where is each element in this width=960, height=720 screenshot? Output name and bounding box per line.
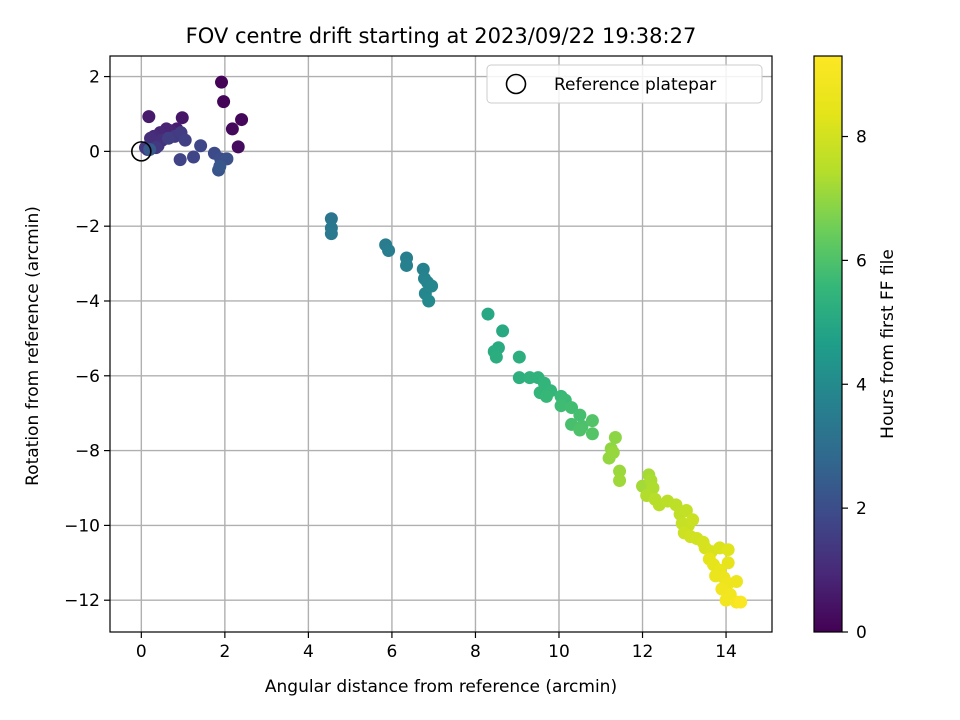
data-point (225, 122, 239, 136)
data-point (481, 307, 495, 321)
data-point (512, 350, 526, 364)
data-points (131, 75, 748, 609)
data-point (178, 133, 192, 147)
data-point (231, 140, 245, 154)
plot-frame (109, 55, 773, 633)
data-point (585, 414, 599, 428)
y-tick-label: 2 (89, 68, 100, 88)
x-axis-label: Angular distance from reference (arcmin) (265, 677, 617, 697)
data-point (496, 324, 510, 338)
data-point (585, 427, 599, 441)
data-point (719, 593, 733, 607)
data-point (422, 294, 436, 308)
x-tick-label: 4 (303, 642, 314, 662)
data-point (175, 111, 189, 125)
data-point (187, 150, 201, 164)
x-tick-label: 0 (136, 642, 147, 662)
reference-point-marker (131, 141, 152, 162)
data-point (573, 423, 587, 437)
data-point (608, 431, 622, 445)
y-tick-label: −2 (75, 217, 100, 237)
legend-box (486, 64, 763, 104)
y-tick-label: −8 (75, 442, 100, 462)
x-tick-label: 14 (715, 642, 737, 662)
colorbar-tick-label: 8 (856, 128, 867, 148)
colorbar: 0 2 4 6 8 Hours from first FF file (813, 55, 898, 643)
colorbar-tick-label: 0 (856, 623, 867, 643)
y-tick-label: 0 (89, 142, 100, 162)
legend-label-reference-platepar: Reference platepar (554, 75, 716, 95)
y-tick-label: −6 (75, 367, 100, 387)
legend-marker-reference-icon (505, 73, 527, 95)
data-point (573, 408, 587, 422)
colorbar-label: Hours from first FF file (878, 249, 898, 439)
data-point (613, 464, 627, 478)
colorbar-tick-label: 6 (856, 251, 867, 271)
data-point (324, 212, 338, 226)
data-point (512, 371, 526, 385)
data-point (606, 445, 620, 459)
data-point (235, 113, 249, 127)
data-point (161, 131, 175, 145)
grid-lines (110, 56, 772, 632)
data-point (213, 159, 227, 173)
legend: Reference platepar (486, 64, 763, 104)
data-point (217, 95, 231, 109)
data-point (721, 543, 735, 557)
data-point (734, 595, 748, 609)
y-tick-label: −4 (75, 292, 100, 312)
y-axis-label: Rotation from reference (arcmin) (23, 206, 43, 486)
data-point (143, 143, 157, 157)
data-point (173, 153, 187, 167)
y-tick-label: −10 (64, 516, 100, 536)
x-tick-label: 8 (470, 642, 481, 662)
data-point (565, 401, 579, 415)
x-tick-label: 2 (219, 642, 230, 662)
colorbar-ticks: 0 2 4 6 8 (842, 128, 867, 643)
data-point (679, 503, 693, 517)
axes: 0 2 4 6 8 10 12 14 2 0 −2 −4 −6 −8 −10 −12 (64, 55, 773, 662)
data-point (324, 227, 338, 241)
x-tick-label: 12 (632, 642, 654, 662)
data-point (489, 350, 503, 364)
data-point (721, 556, 735, 570)
data-point (400, 258, 414, 272)
data-point (613, 474, 627, 488)
x-tick-label: 10 (548, 642, 570, 662)
y-tick-label: −12 (64, 591, 100, 611)
data-point (539, 389, 553, 403)
x-tick-label: 6 (387, 642, 398, 662)
data-point (686, 513, 700, 527)
colorbar-tick-label: 2 (856, 499, 867, 519)
chart-title: FOV centre drift starting at 2023/09/22 … (186, 24, 697, 48)
data-point (215, 75, 229, 89)
data-point (142, 110, 156, 124)
colorbar-gradient (813, 55, 843, 633)
data-point (554, 399, 568, 413)
colorbar-tick-label: 4 (856, 375, 867, 395)
data-point (382, 243, 396, 257)
data-point (194, 139, 208, 153)
